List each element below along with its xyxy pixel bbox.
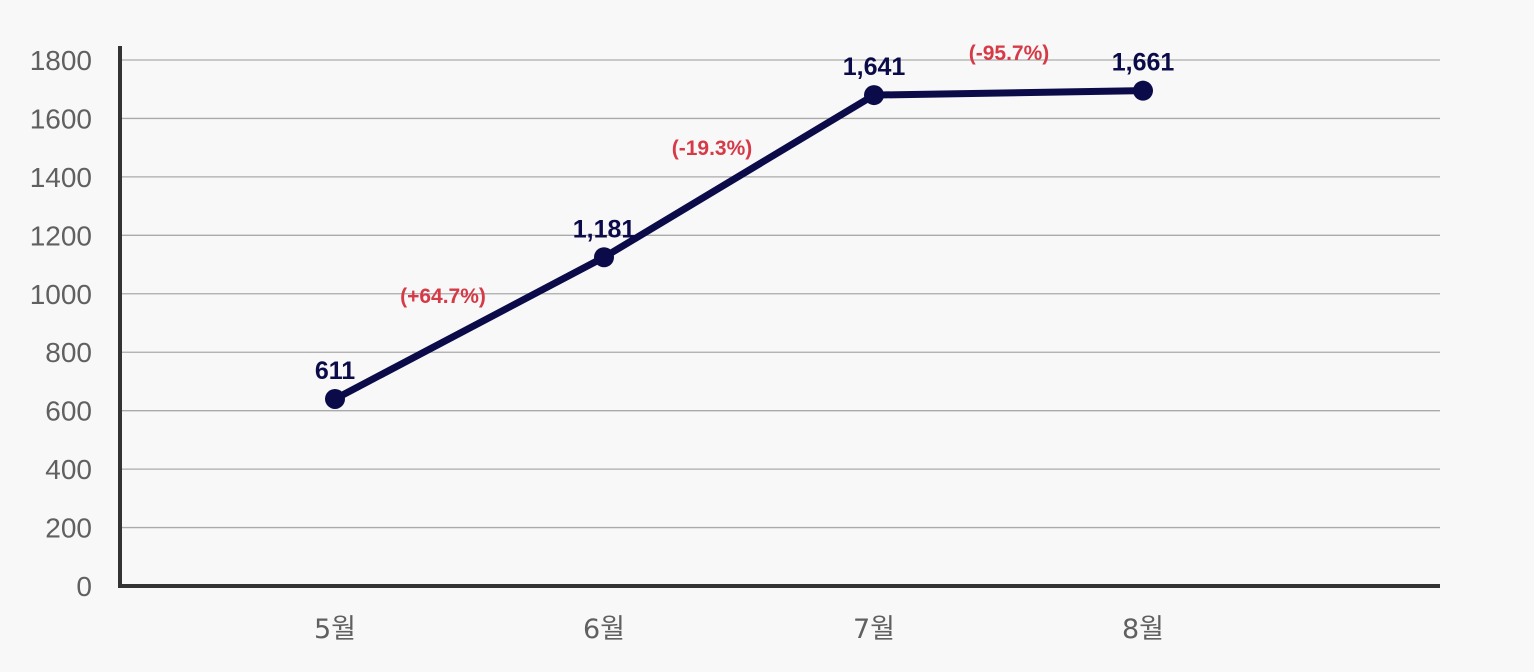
data-value-label: 611 xyxy=(315,357,355,385)
data-value-label: 1,181 xyxy=(573,215,636,243)
change-percent-label: (+64.7%) xyxy=(400,285,486,308)
gridlines xyxy=(120,59,1440,529)
y-tick-label: 1400 xyxy=(30,162,92,193)
data-value-label: 1,641 xyxy=(843,53,906,81)
y-tick-label: 600 xyxy=(45,396,92,427)
y-axis-tick-labels: 0 200 400 600 800 1000 1200 1400 1600 1800 xyxy=(30,45,92,602)
y-tick-label: 1800 xyxy=(30,45,92,76)
series-line xyxy=(331,87,1147,403)
data-point-marker xyxy=(864,85,884,106)
y-tick-label: 800 xyxy=(45,337,92,368)
y-tick-label: 400 xyxy=(45,454,92,485)
change-percent-label: (-19.3%) xyxy=(672,137,753,160)
y-tick-label: 1000 xyxy=(30,279,92,310)
y-tick-label: 0 xyxy=(76,571,92,602)
data-value-label: 1,661 xyxy=(1112,49,1175,77)
y-tick-label: 1600 xyxy=(30,103,92,134)
x-tick-label: 6월 xyxy=(583,614,625,645)
data-point-marker xyxy=(325,388,345,409)
data-point-marker xyxy=(1133,80,1153,101)
data-point-marker xyxy=(594,247,614,268)
y-tick-label: 1200 xyxy=(30,220,92,251)
data-labels: 611 1,181 1,641 1,661 (+64.7%) (-19.3%) (-95.7… xyxy=(315,42,1175,385)
y-tick-label: 200 xyxy=(45,513,92,544)
x-tick-label: 7월 xyxy=(853,614,895,645)
axes xyxy=(118,46,1440,588)
x-tick-label: 8월 xyxy=(1122,614,1164,645)
x-tick-label: 5월 xyxy=(314,614,356,645)
change-percent-label: (-95.7%) xyxy=(969,42,1050,65)
x-axis-tick-labels: 5월 6월 7월 8월 xyxy=(314,614,1164,645)
series-line-group xyxy=(325,80,1153,409)
